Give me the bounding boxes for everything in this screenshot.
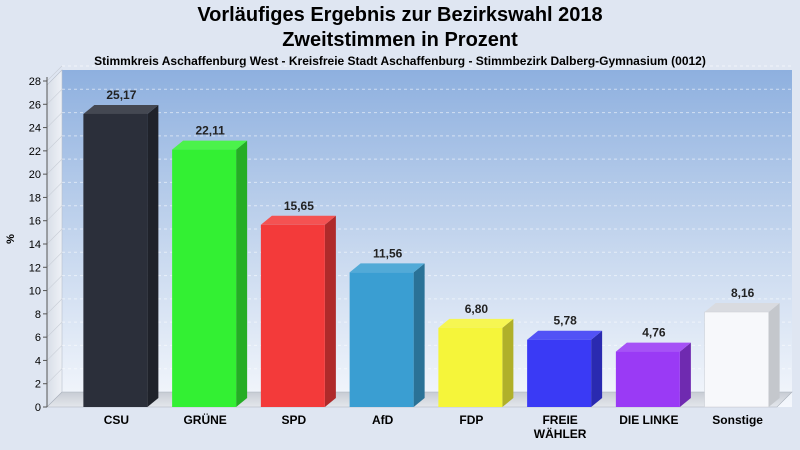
bar-value-label: 6,80	[465, 302, 489, 316]
bar-side	[413, 263, 425, 407]
bar-side	[591, 330, 603, 407]
y-tick-label: 12	[29, 262, 41, 274]
gridline-side	[46, 275, 63, 291]
gridline-side	[46, 89, 63, 105]
gridline-side	[46, 158, 63, 175]
bar	[438, 327, 503, 407]
y-tick-label: 20	[29, 169, 41, 181]
bar-top	[438, 318, 514, 328]
bar-top	[615, 342, 691, 352]
bar-side	[502, 318, 514, 407]
bar-side	[147, 104, 159, 408]
bar-value-label: 4,76	[642, 326, 666, 340]
y-tick-label: 16	[29, 216, 41, 228]
plot-side-wall	[46, 69, 63, 408]
chart-caption: Stimmkreis Aschaffenburg West - Kreisfre…	[94, 54, 706, 68]
bar-value-label: 22,11	[195, 124, 225, 138]
gridline-side	[46, 252, 63, 268]
y-tick-label: 2	[35, 379, 41, 391]
y-tick-label: 10	[29, 286, 41, 298]
y-tick-label: 0	[35, 402, 41, 414]
gridline-side	[46, 205, 63, 221]
bar-side	[236, 140, 248, 408]
x-tick-label: AfD	[372, 413, 394, 427]
y-tick-label: 4	[35, 355, 41, 367]
y-tick-label: 26	[29, 99, 41, 111]
bar	[83, 113, 148, 408]
bar-side	[768, 302, 780, 407]
gridline-side	[46, 112, 63, 128]
gridline-side	[46, 182, 63, 198]
gridline-side	[46, 65, 63, 82]
x-tick-label: FDP	[459, 413, 483, 427]
gridline-side	[46, 345, 63, 361]
y-tick-label: 6	[35, 332, 41, 344]
y-tick-label: 14	[29, 239, 41, 251]
bar-value-label: 25,17	[106, 88, 136, 102]
bar-top	[172, 140, 248, 150]
x-tick-label: DIE LINKE	[619, 413, 678, 427]
bar	[615, 351, 680, 407]
chart-subtitle: Zweitstimmen in Prozent	[282, 29, 518, 51]
bar-value-label: 15,65	[284, 199, 314, 213]
bar-top	[704, 302, 780, 312]
bar	[172, 149, 237, 408]
y-tick-label: 22	[29, 146, 41, 158]
gridline-side	[46, 228, 63, 245]
gridline-side	[46, 298, 63, 315]
x-tick-label: WÄHLER	[534, 426, 587, 441]
y-tick-label: 28	[29, 76, 41, 88]
bar-value-label: 11,56	[373, 246, 403, 260]
bar-top	[260, 215, 336, 225]
bar-top	[83, 104, 159, 114]
bar-value-label: 8,16	[731, 286, 755, 300]
x-tick-label: FREIE	[542, 413, 577, 427]
gridline-side	[46, 368, 63, 384]
bar-top	[349, 263, 425, 273]
x-tick-label: SPD	[282, 413, 307, 427]
chart-title: Vorläufiges Ergebnis zur Bezirkswahl 201…	[197, 4, 603, 26]
bar-side	[679, 342, 691, 407]
y-tick-label: 18	[29, 192, 41, 204]
y-tick-label: 24	[29, 123, 41, 135]
x-tick-label: Sonstige	[712, 413, 763, 427]
x-tick-label: CSU	[104, 413, 129, 427]
bar	[349, 272, 414, 407]
bar-value-label: 5,78	[553, 314, 577, 328]
bar-top	[527, 330, 603, 340]
gridline-side	[46, 321, 63, 338]
bar	[260, 224, 325, 407]
gridline-side	[46, 135, 63, 152]
y-tick-label: 8	[35, 309, 41, 321]
bar-side	[324, 215, 336, 407]
bar	[527, 339, 592, 407]
bar	[704, 311, 769, 408]
x-tick-label: GRÜNE	[183, 412, 226, 427]
